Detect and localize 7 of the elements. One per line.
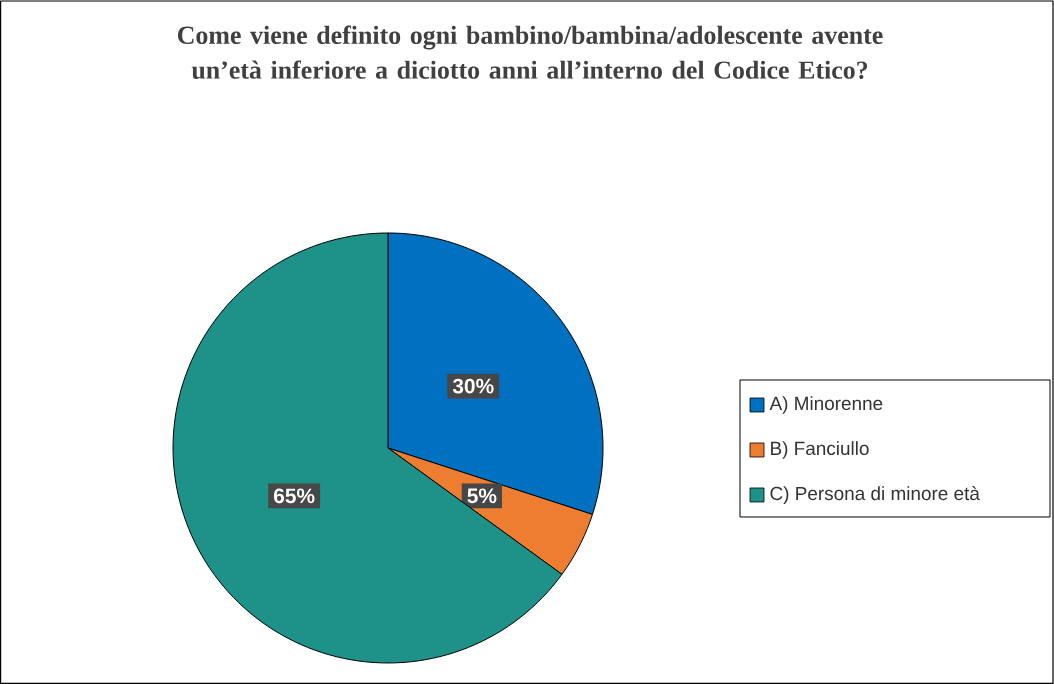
data-label: 65% bbox=[273, 488, 315, 504]
legend-label: C) Persona di minore età bbox=[770, 486, 980, 504]
data-label: 5% bbox=[467, 488, 497, 504]
legend-label: A) Minorenne bbox=[769, 396, 883, 414]
legend-label: B) Fanciullo bbox=[771, 441, 869, 459]
chart-title: Come viene definito ogni bambino/bambina/adolescente avente un’età inferiore a diciotto anni all’interno del Codice Etico? bbox=[177, 25, 883, 79]
data-label: 30% bbox=[452, 378, 494, 394]
